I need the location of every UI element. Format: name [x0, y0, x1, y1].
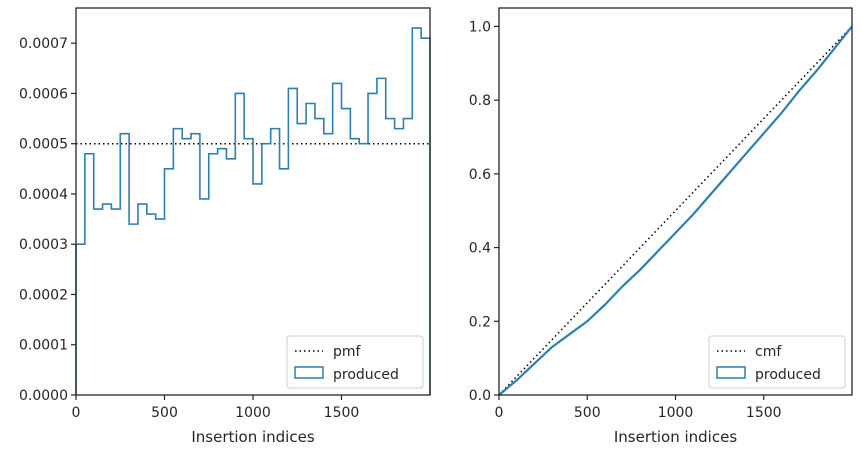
y-tick-label: 0.8	[469, 93, 491, 109]
histogram-step-line	[75, 27, 431, 395]
x-tick-label: 0	[72, 405, 81, 421]
y-tick-label: 1.0	[469, 19, 491, 35]
x-tick-label: 1000	[235, 405, 271, 421]
y-tick-label: 0.4	[469, 241, 491, 257]
legend-produced-swatch	[716, 366, 746, 379]
legend-box	[708, 335, 846, 389]
y-tick-label: 0.0005	[19, 137, 68, 153]
x-tick-label: 0	[495, 405, 504, 421]
y-tick-label: 0.0002	[19, 287, 68, 303]
legend: pmf produced	[286, 335, 424, 389]
y-tick-label: 0.0003	[19, 237, 68, 253]
plot-frame	[75, 7, 431, 396]
y-ticks: 0.0000 0.0001 0.0002 0.0003 0.0004 0.0005 0.00…	[19, 36, 76, 404]
x-tick-label: 1000	[658, 405, 694, 421]
x-axis-label: Insertion indices	[614, 428, 737, 446]
legend-produced-swatch	[294, 366, 324, 379]
cumulative-panel: 0.0 0.2 0.4 0.6 0.8 1.0 0 500 1000 1500 Insertio…	[469, 7, 853, 446]
x-ticks: 0 500 1000 1500	[495, 395, 782, 421]
x-tick-label: 1500	[746, 405, 782, 421]
x-tick-label: 500	[574, 405, 601, 421]
legend-produced-label: produced	[755, 367, 821, 383]
y-tick-label: 0.2	[469, 314, 491, 330]
legend-pmf-label: pmf	[333, 344, 362, 360]
histogram-panel: 0.0000 0.0001 0.0002 0.0003 0.0004 0.0005 0.00…	[19, 7, 431, 446]
y-tick-label: 0.0006	[19, 86, 68, 102]
plot-frame	[498, 7, 853, 396]
y-tick-label: 0.0004	[19, 187, 68, 203]
produced-cumulative-line	[498, 25, 853, 396]
legend-box	[286, 335, 424, 389]
x-ticks: 0 500 1000 1500	[72, 395, 360, 421]
y-tick-label: 0.0007	[19, 36, 68, 52]
legend: cmf produced	[708, 335, 846, 389]
y-tick-label: 0.0001	[19, 338, 68, 354]
x-axis-label: Insertion indices	[191, 428, 314, 446]
y-tick-label: 0.0	[469, 388, 491, 404]
legend-cmf-label: cmf	[755, 344, 782, 360]
y-tick-label: 0.6	[469, 167, 491, 183]
legend-produced-label: produced	[333, 367, 399, 383]
y-ticks: 0.0 0.2 0.4 0.6 0.8 1.0	[469, 19, 499, 404]
x-tick-label: 1500	[324, 405, 360, 421]
y-tick-label: 0.0000	[19, 388, 68, 404]
x-tick-label: 500	[151, 405, 178, 421]
